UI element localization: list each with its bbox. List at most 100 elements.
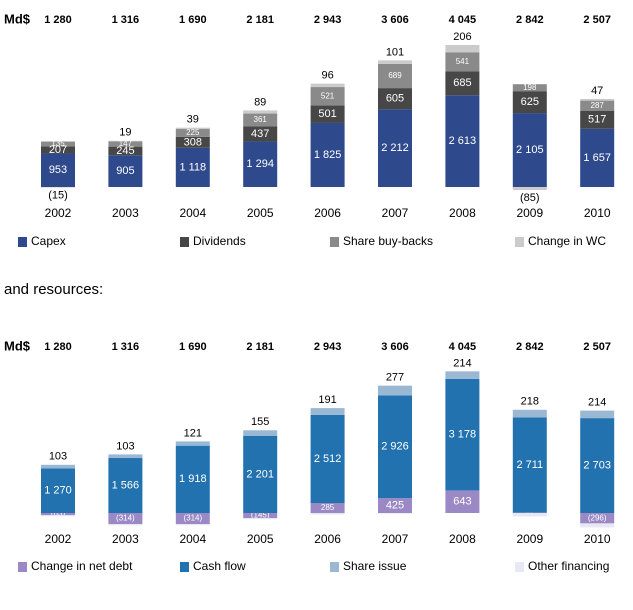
legend-swatch	[180, 237, 189, 247]
value-label: 1 566	[112, 479, 140, 491]
bar-segment	[378, 498, 412, 513]
value-label: 245	[116, 145, 134, 157]
value-label: 517	[588, 114, 606, 126]
total-label: 2 181	[246, 14, 274, 26]
x-tick-label: 2003	[112, 206, 139, 220]
x-tick-label: 2010	[584, 206, 611, 220]
bar-segment	[378, 88, 412, 110]
value-label: 198	[523, 83, 537, 92]
bar-segment	[512, 512, 547, 514]
bar-segment	[108, 155, 143, 187]
bar-segment	[175, 513, 210, 525]
legend-swatch	[330, 562, 339, 572]
bar-segment	[243, 113, 278, 127]
legend-label: Other financing	[528, 559, 609, 573]
x-tick-label: 2007	[382, 206, 409, 220]
value-label: 103	[49, 451, 67, 463]
bar-segment	[175, 524, 210, 526]
value-label: 1 294	[246, 158, 274, 170]
bar-segment	[378, 63, 412, 89]
value-label: 689	[388, 71, 402, 80]
value-label: 147	[119, 139, 133, 148]
x-tick-label: 2005	[247, 206, 274, 220]
value-label: 218	[521, 396, 539, 408]
total-label: 1 280	[44, 14, 72, 26]
bar-segment	[512, 84, 547, 92]
value-label: (15)	[48, 189, 68, 201]
value-label: 225	[186, 128, 200, 137]
bar-segment	[580, 128, 615, 187]
x-tick-label: 2008	[449, 206, 476, 220]
value-label: 2 926	[381, 441, 409, 453]
value-label: (314)	[183, 514, 202, 523]
bar-segment	[445, 371, 480, 372]
bar-segment	[378, 109, 412, 187]
bar-segment	[108, 458, 143, 513]
x-tick-label: 2008	[449, 532, 476, 546]
value-label: 361	[254, 115, 268, 124]
bar-segment	[445, 490, 480, 513]
value-label: 191	[318, 394, 336, 406]
legend-label: Share buy-backs	[343, 234, 433, 248]
bar-segment	[445, 71, 480, 96]
value-label: 277	[386, 372, 404, 384]
x-tick-label: 2010	[584, 532, 611, 546]
value-label: 1 657	[583, 152, 611, 164]
legend-swatch	[330, 237, 339, 247]
value-label: 437	[251, 128, 269, 140]
value-label: 2 212	[381, 142, 409, 154]
x-tick-label: 2006	[314, 532, 341, 546]
bar-segment	[445, 45, 480, 53]
x-tick-label: 2007	[382, 532, 409, 546]
legend-label: Change in net debt	[31, 559, 133, 573]
bar-segment	[41, 141, 75, 147]
legend-label: Cash flow	[193, 559, 246, 573]
legend-swatch	[515, 237, 524, 247]
x-tick-label: 2004	[179, 532, 206, 546]
value-label: 953	[49, 164, 67, 176]
bar-segment	[580, 110, 615, 129]
bar-segment	[41, 153, 75, 187]
value-label: 89	[254, 96, 266, 108]
value-label: 2 703	[583, 459, 611, 471]
value-label: (63)	[51, 509, 66, 518]
value-label: (85)	[520, 192, 540, 204]
value-label: 135	[51, 139, 65, 148]
value-label: 2 201	[246, 468, 274, 480]
total-label: 4 045	[449, 14, 477, 26]
value-label: 521	[321, 91, 335, 100]
bar-segment	[580, 523, 615, 528]
section-heading: and resources:	[4, 281, 103, 298]
total-label: 2 842	[516, 341, 544, 353]
value-label: 3 178	[449, 429, 477, 441]
bar-segment	[108, 140, 143, 142]
bar-segment	[378, 513, 412, 514]
bar-segment	[175, 127, 210, 130]
value-label: 501	[318, 108, 336, 120]
value-label: 1 918	[179, 473, 207, 485]
unit-label: Md$	[4, 338, 31, 353]
value-label: 2 105	[516, 144, 544, 156]
bar-segment	[108, 146, 143, 156]
bar-segment	[378, 385, 412, 396]
value-label: (296)	[588, 513, 607, 522]
bar-segment	[243, 518, 278, 520]
total-label: 1 690	[179, 14, 207, 26]
bar-segment	[41, 515, 75, 517]
x-tick-label: 2003	[112, 532, 139, 546]
bar-segment	[175, 445, 210, 513]
bar-segment	[108, 454, 143, 459]
bar-segment	[108, 141, 143, 147]
value-label: 1 270	[44, 485, 72, 497]
value-label: 103	[116, 440, 134, 452]
bar-segment	[243, 141, 278, 187]
bar-segment	[310, 87, 345, 106]
total-label: 1 316	[112, 341, 140, 353]
total-label: 2 842	[516, 14, 544, 26]
bar-segment	[512, 513, 547, 517]
value-label: (314)	[116, 514, 135, 523]
value-label: 47	[591, 85, 603, 97]
bar-segment	[580, 410, 615, 419]
bar-segment	[310, 414, 345, 503]
bar-segment	[41, 187, 75, 188]
